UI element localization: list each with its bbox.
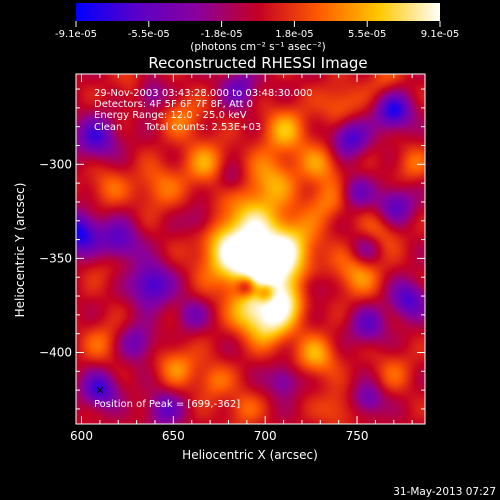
footer-timestamp: 31-May-2013 07:27: [393, 486, 496, 498]
annotations: 29-Nov-2003 03:43:28.000 to 03:48:30.000…: [94, 88, 313, 410]
x-tick-label: 750: [346, 429, 369, 443]
heatmap-image: [76, 74, 425, 424]
annotation-counts: Total counts: 2.53E+03: [144, 122, 261, 133]
colorbar-tick-label: 9.1e-05: [421, 29, 459, 40]
chart-title: Reconstructed RHESSI Image: [148, 54, 367, 72]
y-axis-ticks: −300 −350 −400: [39, 88, 425, 410]
x-axis-label: Heliocentric X (arcsec): [182, 448, 318, 462]
colorbar-ticks: [75, 21, 441, 27]
marker-symbol: ×: [95, 383, 105, 397]
colorbar-tick-label: -5.5e-05: [128, 29, 170, 40]
x-tick-label: 650: [162, 429, 185, 443]
colorbar-gradient: [76, 3, 440, 21]
annotation-algorithm: Clean: [94, 122, 122, 133]
colorbar-tick-label: -1.8e-05: [201, 29, 243, 40]
colorbar-tick-label: 1.8e-05: [275, 29, 313, 40]
x-tick-label: 600: [70, 429, 93, 443]
annotation-peak: Position of Peak = [699,-362]: [94, 399, 240, 410]
y-tick-label: −350: [39, 251, 72, 265]
annotation-detectors: Detectors: 4F 5F 6F 7F 8F, Att 0: [94, 99, 253, 110]
annotation-time-range: 29-Nov-2003 03:43:28.000 to 03:48:30.000: [94, 88, 313, 99]
marker-layer: ×: [95, 383, 105, 397]
colorbar-tick-label: 5.5e-05: [348, 29, 386, 40]
colorbar-units: (photons cm⁻² s⁻¹ asec⁻²): [190, 41, 325, 53]
colorbar-tick-labels: -9.1e-05 -5.5e-05 -1.8e-05 1.8e-05 5.5e-05 9.…: [55, 29, 459, 40]
y-tick-label: −400: [39, 345, 72, 359]
annotation-energy: Energy Range: 12.0 - 25.0 keV: [94, 110, 247, 121]
plot-frame: [75, 73, 426, 425]
colorbar-tick-label: -9.1e-05: [55, 29, 97, 40]
x-tick-label: 700: [254, 429, 277, 443]
colorbar: -9.1e-05 -5.5e-05 -1.8e-05 1.8e-05 5.5e-05 9.…: [55, 3, 459, 53]
y-tick-label: −300: [39, 157, 72, 171]
x-axis-ticks: 600 650 700 750: [70, 74, 413, 443]
y-axis-label: Heliocentric Y (arcsec): [13, 183, 27, 318]
